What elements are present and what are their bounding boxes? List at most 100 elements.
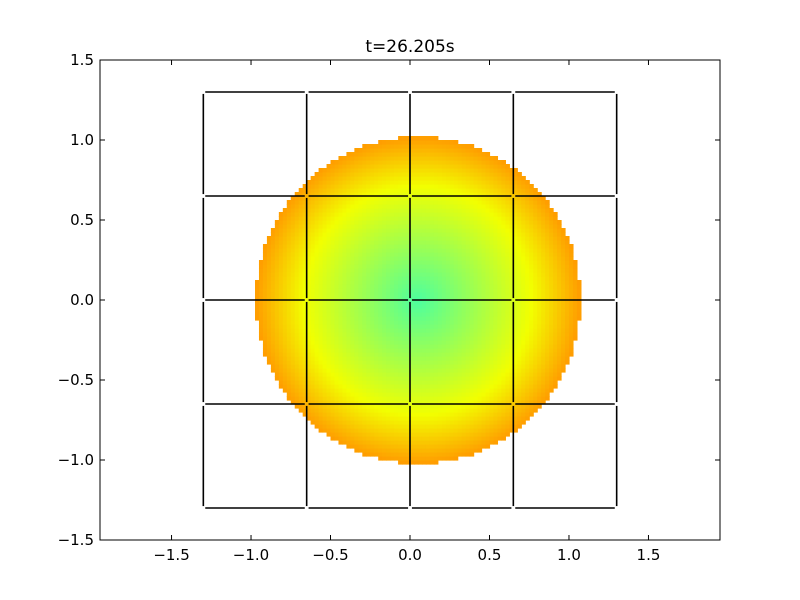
heatmap-cell bbox=[445, 348, 451, 353]
heatmap-cell bbox=[477, 364, 483, 369]
heatmap-cell bbox=[453, 180, 459, 185]
heatmap-cell bbox=[322, 428, 328, 433]
heatmap-cell bbox=[413, 408, 419, 413]
heatmap-cell bbox=[509, 320, 514, 325]
heatmap-cell bbox=[326, 172, 332, 177]
heatmap-cell bbox=[366, 360, 371, 365]
heatmap-cell bbox=[417, 332, 423, 337]
heatmap-cell bbox=[417, 372, 423, 377]
heatmap-cell bbox=[394, 400, 399, 405]
heatmap-cell bbox=[501, 404, 506, 409]
heatmap-cell bbox=[342, 188, 348, 193]
heatmap-cell bbox=[461, 188, 467, 193]
heatmap-cell bbox=[330, 328, 336, 333]
heatmap-cell bbox=[417, 344, 423, 349]
heatmap-cell bbox=[342, 248, 348, 253]
heatmap-cell bbox=[386, 308, 391, 313]
heatmap-cell bbox=[505, 228, 510, 233]
heatmap-cell bbox=[485, 436, 491, 441]
heatmap-cell bbox=[429, 236, 435, 241]
heatmap-cell bbox=[310, 348, 316, 353]
heatmap-cell bbox=[437, 168, 443, 173]
heatmap-cell bbox=[394, 332, 399, 337]
heatmap-cell bbox=[465, 184, 471, 189]
heatmap-cell bbox=[306, 300, 312, 305]
heatmap-cell bbox=[485, 300, 491, 305]
heatmap-cell bbox=[493, 424, 499, 429]
heatmap-cell bbox=[378, 416, 383, 421]
heatmap-cell bbox=[338, 352, 344, 357]
heatmap-cell bbox=[394, 276, 399, 281]
heatmap-cell bbox=[334, 416, 340, 421]
heatmap-cell bbox=[402, 152, 407, 157]
heatmap-cell bbox=[306, 316, 312, 321]
heatmap-cell bbox=[441, 264, 447, 269]
heatmap-cell bbox=[338, 400, 344, 405]
heatmap-cell bbox=[473, 172, 479, 177]
heatmap-cell bbox=[362, 184, 367, 189]
heatmap-cell bbox=[533, 260, 538, 265]
heatmap-cell bbox=[521, 324, 526, 329]
heatmap-cell bbox=[505, 280, 510, 285]
heatmap-cell bbox=[382, 348, 387, 353]
heatmap-cell bbox=[394, 224, 399, 229]
heatmap-cell bbox=[537, 400, 542, 405]
heatmap-cell bbox=[366, 364, 371, 369]
heatmap-cell bbox=[338, 176, 344, 181]
heatmap-cell bbox=[517, 276, 522, 281]
heatmap-cell bbox=[270, 232, 276, 237]
heatmap-cell bbox=[465, 416, 471, 421]
heatmap-cell bbox=[513, 396, 518, 401]
heatmap-cell bbox=[382, 236, 387, 241]
heatmap-cell bbox=[322, 420, 328, 425]
heatmap-cell bbox=[413, 164, 419, 169]
heatmap-cell bbox=[461, 216, 467, 221]
heatmap-cell bbox=[453, 236, 459, 241]
heatmap-cell bbox=[354, 288, 359, 293]
heatmap-cell bbox=[441, 324, 447, 329]
heatmap-cell bbox=[449, 380, 455, 385]
heatmap-cell bbox=[255, 312, 260, 317]
heatmap-cell bbox=[545, 344, 550, 349]
heatmap-cell bbox=[497, 180, 503, 185]
heatmap-cell bbox=[342, 432, 348, 437]
heatmap-cell bbox=[306, 228, 312, 233]
heatmap-cell bbox=[390, 408, 395, 413]
heatmap-cell bbox=[481, 372, 487, 377]
heatmap-cell bbox=[298, 364, 304, 369]
heatmap-cell bbox=[505, 328, 510, 333]
heatmap-cell bbox=[266, 308, 272, 313]
heatmap-cell bbox=[421, 368, 427, 373]
heatmap-cell bbox=[342, 216, 348, 221]
heatmap-cell bbox=[545, 248, 550, 253]
heatmap-cell bbox=[362, 352, 367, 357]
heatmap-cell bbox=[509, 184, 514, 189]
heatmap-cell bbox=[358, 388, 363, 393]
heatmap-cell bbox=[425, 144, 431, 149]
heatmap-cell bbox=[378, 284, 383, 289]
heatmap-cell bbox=[461, 200, 467, 205]
heatmap-cell bbox=[529, 352, 534, 357]
heatmap-cell bbox=[318, 344, 324, 349]
heatmap-cell bbox=[529, 260, 534, 265]
heatmap-cell bbox=[537, 348, 542, 353]
heatmap-cell bbox=[390, 300, 395, 305]
heatmap-cell bbox=[378, 384, 383, 389]
heatmap-cell bbox=[410, 284, 415, 289]
heatmap-cell bbox=[477, 424, 483, 429]
heatmap-cell bbox=[374, 368, 379, 373]
heatmap-cell bbox=[425, 460, 431, 465]
heatmap-cell bbox=[537, 360, 542, 365]
heatmap-cell bbox=[390, 144, 395, 149]
heatmap-cell bbox=[489, 296, 495, 301]
heatmap-cell bbox=[322, 360, 328, 365]
heatmap-cell bbox=[374, 404, 379, 409]
heatmap-cell bbox=[545, 276, 550, 281]
heatmap-cell bbox=[437, 236, 443, 241]
heatmap-cell bbox=[493, 276, 499, 281]
heatmap-cell bbox=[481, 252, 487, 257]
heatmap-cell bbox=[342, 308, 348, 313]
heatmap-cell bbox=[326, 240, 332, 245]
heatmap-cell bbox=[386, 256, 391, 261]
heatmap-cell bbox=[517, 228, 522, 233]
